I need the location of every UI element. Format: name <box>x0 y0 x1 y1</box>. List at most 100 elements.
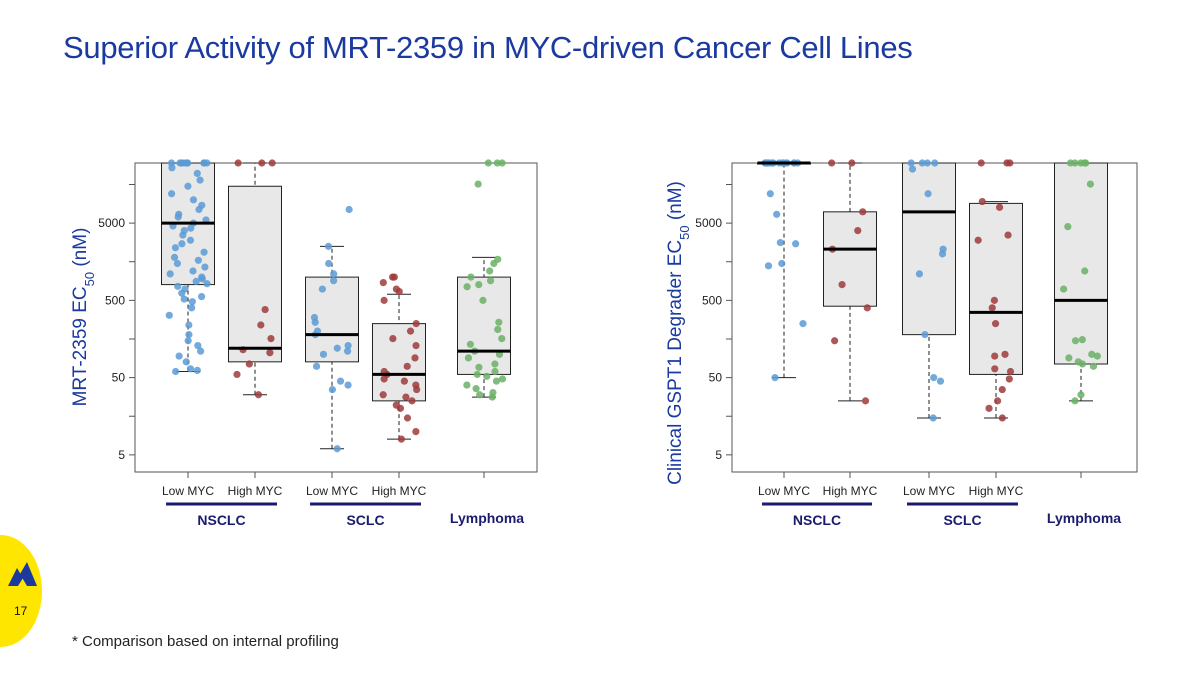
data-point <box>379 278 387 287</box>
data-point <box>171 244 180 252</box>
data-point <box>479 296 487 304</box>
data-point <box>310 313 319 322</box>
box-iqr <box>228 185 282 363</box>
y-tick-label: 500 <box>105 293 125 307</box>
data-point <box>344 381 352 389</box>
data-point <box>180 295 188 303</box>
y-tick-label: 5 <box>715 448 722 462</box>
data-point <box>336 377 345 385</box>
data-point <box>1086 180 1095 188</box>
data-point <box>491 360 499 368</box>
data-point <box>1004 231 1012 239</box>
data-point <box>974 236 982 244</box>
box-iqr <box>1054 162 1108 365</box>
data-point <box>412 381 420 389</box>
data-point <box>998 385 1006 394</box>
data-point <box>186 365 195 373</box>
data-point <box>406 327 415 335</box>
data-point <box>181 285 189 293</box>
data-point <box>174 282 182 290</box>
data-point <box>1089 362 1098 370</box>
data-point <box>978 197 986 206</box>
data-point <box>764 262 773 270</box>
data-point <box>995 203 1004 211</box>
data-point <box>991 320 1000 328</box>
data-point <box>402 393 410 401</box>
x-tick-label: High MYC <box>228 484 283 498</box>
data-point <box>792 240 800 248</box>
data-point <box>1074 358 1082 366</box>
group-label: Lymphoma <box>450 510 524 526</box>
data-point <box>188 298 196 306</box>
data-point <box>185 331 193 339</box>
data-point <box>923 159 931 167</box>
data-point <box>178 240 186 248</box>
box-2 <box>902 159 956 422</box>
data-point <box>915 270 924 278</box>
data-point <box>412 341 420 350</box>
data-point <box>198 292 206 301</box>
data-point <box>475 363 483 371</box>
group-label: Lymphoma <box>1047 510 1121 526</box>
data-point <box>233 370 241 379</box>
data-point <box>196 176 204 184</box>
data-point <box>778 259 786 268</box>
data-point <box>473 370 481 379</box>
data-point <box>194 256 202 264</box>
data-point <box>170 253 179 261</box>
box-4 <box>1054 159 1108 405</box>
data-point <box>175 352 183 360</box>
data-point <box>194 341 202 350</box>
data-point <box>266 349 274 357</box>
data-point <box>328 385 337 394</box>
data-point <box>1060 285 1068 293</box>
data-point <box>201 263 209 271</box>
box-1 <box>228 159 282 399</box>
data-point <box>924 190 932 198</box>
data-point <box>412 428 420 436</box>
group-label: NSCLC <box>197 512 245 528</box>
data-point <box>184 182 192 190</box>
data-point <box>403 414 412 422</box>
x-tick-label: Low MYC <box>903 484 955 498</box>
data-point <box>918 159 926 167</box>
data-point <box>167 159 176 167</box>
data-point <box>483 372 491 380</box>
data-point <box>184 337 192 345</box>
footnote: * Comparison based on internal profiling <box>72 633 339 650</box>
data-point <box>990 296 998 304</box>
data-point <box>166 270 174 278</box>
data-point <box>1081 267 1089 275</box>
data-point <box>319 350 328 358</box>
data-point <box>267 334 275 343</box>
data-point <box>333 445 341 453</box>
data-point <box>991 365 999 373</box>
data-point <box>472 385 480 393</box>
data-point <box>828 159 836 167</box>
box-2 <box>305 205 359 453</box>
data-point <box>494 255 502 263</box>
data-point <box>173 259 181 268</box>
data-point <box>258 159 266 167</box>
data-point <box>185 321 193 329</box>
data-point <box>863 304 871 312</box>
data-point <box>1071 159 1079 167</box>
data-point <box>330 277 338 285</box>
data-point <box>188 304 196 312</box>
data-point <box>390 273 398 281</box>
data-point <box>325 259 333 268</box>
data-point <box>186 236 195 244</box>
data-point <box>254 391 263 399</box>
group-label: SCLC <box>943 512 981 528</box>
data-point <box>921 331 929 339</box>
data-point <box>985 404 993 412</box>
slide-title: Superior Activity of MRT-2359 in MYC-dri… <box>63 30 913 65</box>
data-point <box>977 159 985 167</box>
y-tick-label: 5000 <box>695 216 722 230</box>
data-point <box>189 196 198 204</box>
x-tick-label: High MYC <box>823 484 878 498</box>
data-point <box>165 311 173 319</box>
data-point <box>939 245 947 253</box>
